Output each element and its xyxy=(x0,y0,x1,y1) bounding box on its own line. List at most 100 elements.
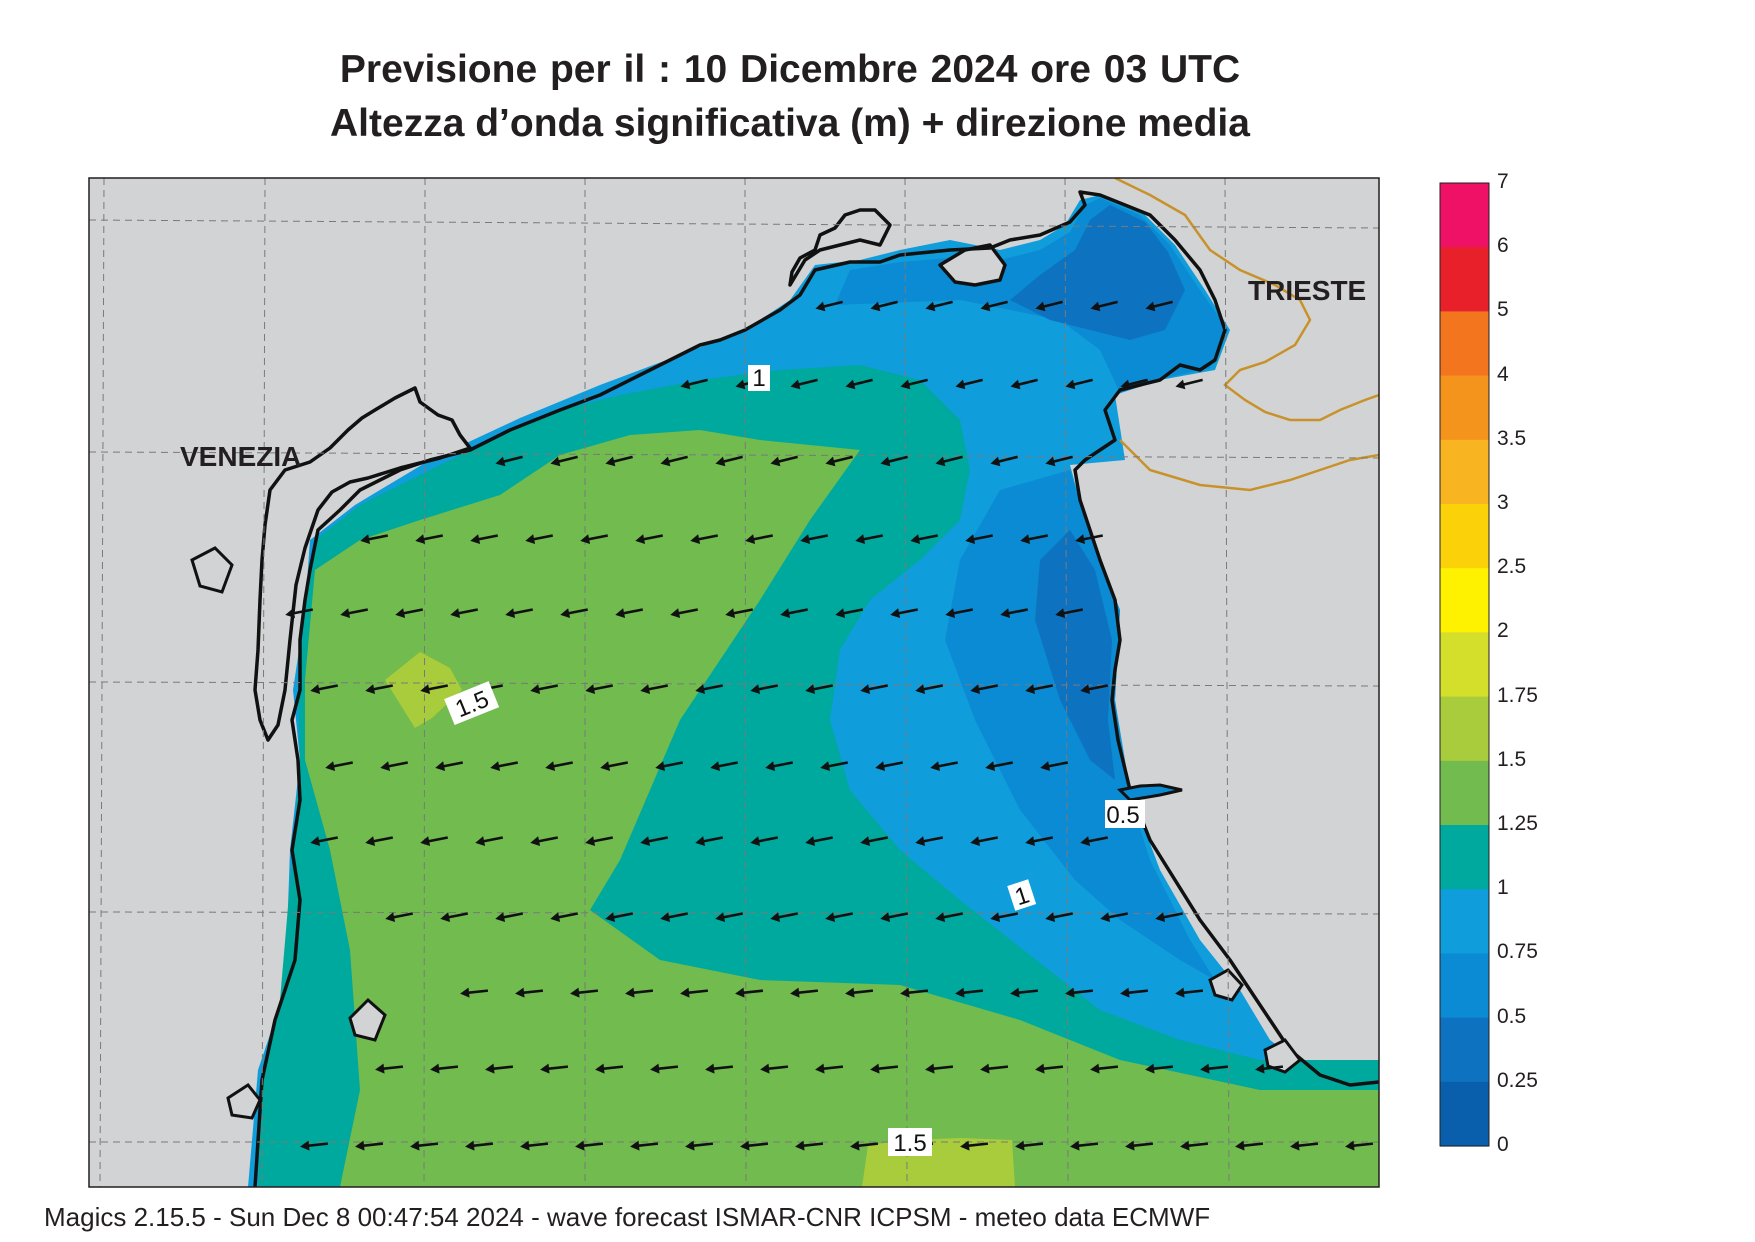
direction-arrow xyxy=(925,1063,954,1074)
direction-arrow xyxy=(520,1140,549,1151)
direction-arrow xyxy=(1000,608,1029,619)
direction-arrow xyxy=(310,836,339,847)
direction-arrow xyxy=(695,684,724,695)
direction-arrow xyxy=(585,684,614,695)
direction-arrow xyxy=(980,300,1008,312)
direction-arrow xyxy=(380,761,409,772)
direction-arrow xyxy=(800,534,829,545)
direction-arrow xyxy=(1145,300,1173,312)
direction-arrow xyxy=(595,1063,624,1074)
direction-arrow xyxy=(1290,1140,1319,1151)
contour-label-c: 0.5 xyxy=(1106,802,1139,829)
map-frame xyxy=(88,177,1380,1188)
wave-zone-1.5-1.75 xyxy=(862,1138,1015,1187)
national-border xyxy=(1119,439,1379,492)
colorbar-swatch xyxy=(1440,696,1489,762)
colorbar-swatch xyxy=(1440,825,1489,890)
direction-arrow xyxy=(1145,1063,1174,1074)
coastline-islet xyxy=(348,997,387,1042)
direction-arrow xyxy=(1065,378,1093,390)
direction-arrow xyxy=(935,455,963,467)
direction-arrow xyxy=(640,836,669,847)
direction-arrow xyxy=(655,761,684,772)
colorbar-swatch xyxy=(1440,889,1489,954)
wave-zone-1.25-1.5 xyxy=(305,430,1379,1187)
direction-arrow xyxy=(1025,684,1054,695)
direction-arrow xyxy=(435,761,464,772)
direction-arrow xyxy=(705,1063,734,1074)
direction-arrow xyxy=(860,684,889,695)
direction-arrow xyxy=(450,608,479,619)
direction-arrow xyxy=(470,534,499,545)
colorbar-frame xyxy=(1439,182,1490,1147)
direction-arrow xyxy=(1070,1140,1099,1151)
direction-arrow xyxy=(855,534,884,545)
colorbar-label: 3.5 xyxy=(1497,426,1527,450)
direction-arrow xyxy=(955,378,983,390)
city-label-trieste: TRIESTE xyxy=(1248,275,1366,306)
direction-arrow xyxy=(430,1063,459,1074)
contour-label: 0.5 xyxy=(1105,800,1145,829)
direction-arrow xyxy=(605,455,633,467)
direction-arrow xyxy=(625,987,654,998)
direction-arrow xyxy=(1015,1140,1044,1151)
direction-arrow xyxy=(375,1063,404,1074)
contour-label-e: 1.5 xyxy=(893,1130,926,1157)
direction-arrow xyxy=(715,455,743,467)
direction-arrow xyxy=(780,608,809,619)
direction-arrow xyxy=(880,912,909,923)
direction-arrow xyxy=(530,836,559,847)
direction-arrow xyxy=(485,1063,514,1074)
coastline-islet xyxy=(226,1083,262,1120)
direction-arrow xyxy=(750,684,779,695)
colorbar-label: 2 xyxy=(1497,619,1509,643)
direction-arrow xyxy=(365,836,394,847)
direction-arrow xyxy=(1125,1140,1154,1151)
direction-arrow xyxy=(1235,1140,1264,1151)
direction-arrow xyxy=(870,1063,899,1074)
direction-arrow xyxy=(990,912,1019,923)
direction-arrow xyxy=(495,455,523,467)
direction-arrow xyxy=(820,761,849,772)
direction-arrow xyxy=(385,912,414,923)
direction-arrow xyxy=(825,912,854,923)
direction-arrow xyxy=(600,761,629,772)
direction-arrow xyxy=(850,1140,879,1151)
direction-arrow xyxy=(460,987,489,998)
direction-arrow xyxy=(545,761,574,772)
national-border xyxy=(1114,178,1379,422)
direction-arrow xyxy=(795,1140,824,1151)
direction-arrow xyxy=(1175,987,1204,998)
direction-arrow xyxy=(585,836,614,847)
direction-arrow xyxy=(690,534,719,545)
colorbar-label: 2.5 xyxy=(1497,555,1527,579)
colorbar-label: 0 xyxy=(1497,1133,1509,1156)
direction-arrow xyxy=(525,534,554,545)
direction-arrow xyxy=(395,608,424,619)
coastline-islet xyxy=(190,546,234,594)
direction-arrow xyxy=(505,608,534,619)
direction-arrow xyxy=(465,1140,494,1151)
direction-arrow xyxy=(765,761,794,772)
direction-arrow xyxy=(310,684,339,695)
direction-arrow xyxy=(835,608,864,619)
direction-arrow xyxy=(955,987,984,998)
contour-label-a: 1 xyxy=(752,365,765,392)
direction-arrow xyxy=(805,684,834,695)
direction-arrow xyxy=(1090,300,1118,312)
direction-arrow xyxy=(515,987,544,998)
contour-label: 1 xyxy=(748,365,770,392)
venice-lagoon-land xyxy=(788,208,892,287)
direction-arrow xyxy=(770,912,799,923)
colorbar-swatch xyxy=(1440,953,1489,1019)
direction-arrow xyxy=(680,987,709,998)
colorbar-swatch xyxy=(1440,1081,1489,1147)
contour-label: 1 xyxy=(1007,879,1037,911)
direction-arrow xyxy=(650,1063,679,1074)
direction-arrow xyxy=(760,1063,789,1074)
contour-label: 1.5 xyxy=(444,681,500,726)
colorbar-label: 1.25 xyxy=(1497,812,1538,835)
direction-arrow xyxy=(1040,761,1069,772)
direction-arrow xyxy=(360,534,389,545)
colorbar-label: 0.75 xyxy=(1497,940,1538,964)
